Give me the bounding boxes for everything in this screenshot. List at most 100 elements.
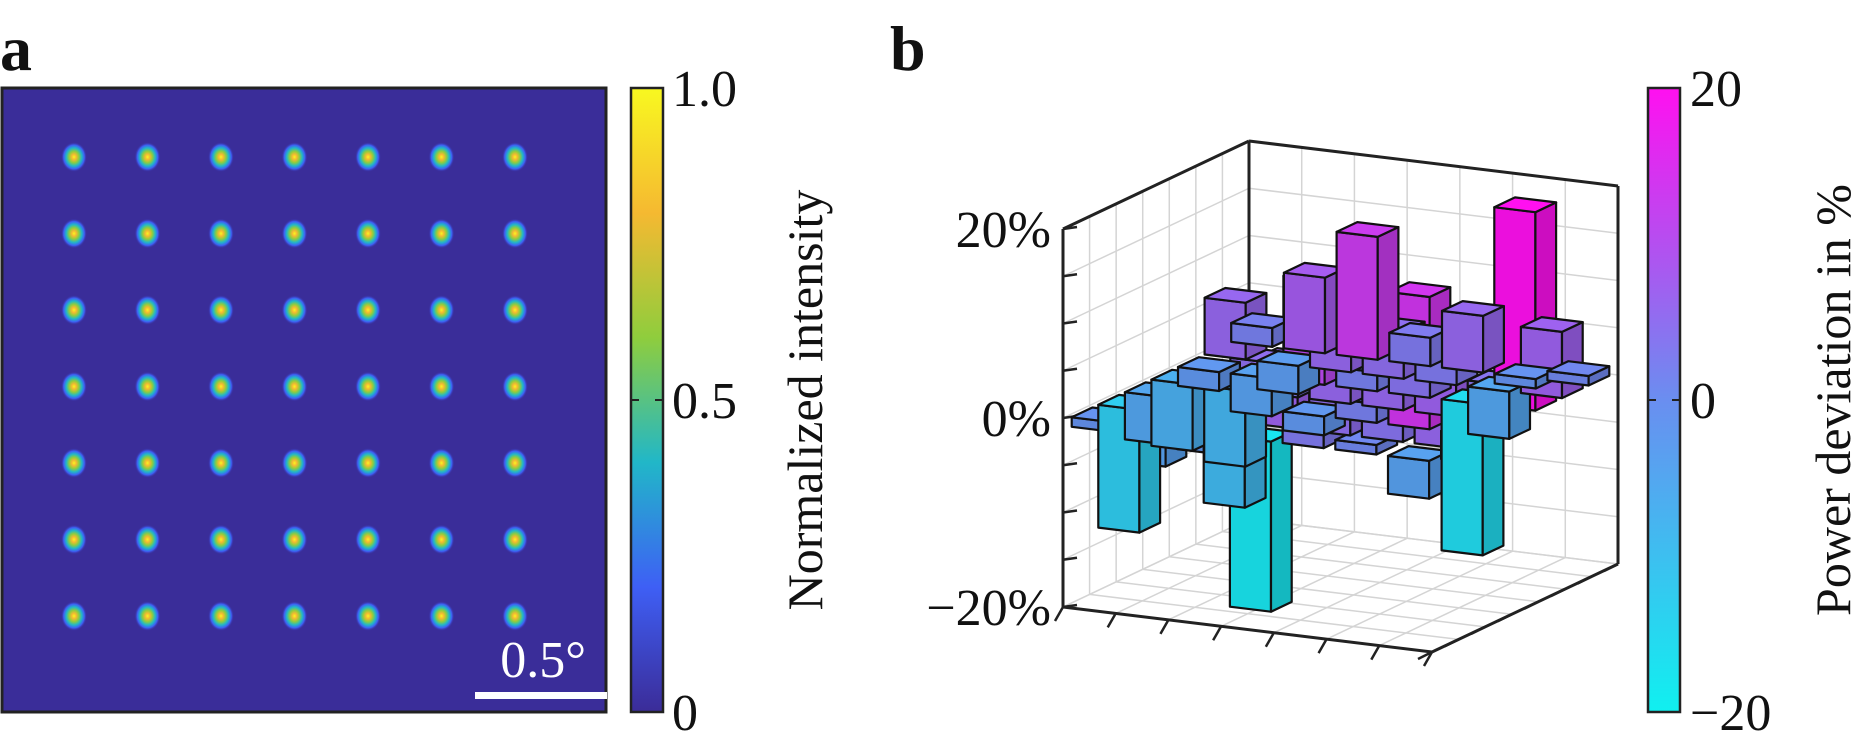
z-axis-tick [1062,556,1078,561]
panel-a: a 0.5° 0 0.5 1.0 Normalized intensity [0,13,833,741]
intensity-spot [134,295,161,325]
intensity-spot [281,142,308,172]
bar3d-axes: −20% 0% 20% [926,139,1620,667]
bar3d-bar-top-face [1440,300,1506,317]
intensity-spot [428,295,455,325]
z-axis-tick-label: 0% [982,391,1051,448]
intensity-spot [61,218,87,249]
bar3d-bar-top-face [1546,360,1611,378]
intensity-spot [208,448,234,478]
floor-axis-tick [1417,650,1433,661]
bar3d-bar-side-face [1560,321,1584,400]
floor-grid-line [1220,537,1408,627]
floor-grid-line [1142,568,1512,616]
scale-bar-label: 0.5° [500,632,586,689]
intensity-spot [502,295,528,325]
axis-frame-line [1062,139,1250,231]
floor-axis-tick [1212,625,1223,641]
deviation-colorbar-tick-label: 20 [1690,61,1742,118]
deviation-colorbar-ticks: −20 0 20 [1648,61,1771,741]
intensity-spot [502,218,528,249]
intensity-spot [428,524,455,555]
back-wall-grid-line [1248,518,1619,565]
floor-grid-line [1089,593,1459,641]
bar3d-bar-top-face [1335,221,1400,238]
intensity-spot [61,142,87,172]
intensity-spot [355,371,381,402]
floor-grid [1062,518,1619,653]
z-axis-tick [1062,603,1078,609]
z-axis-tick-label: 20% [956,202,1051,259]
bar3d-bar-top-face [1519,316,1584,333]
panel-b: b −20% 0% 20% −20 0 20 Power deviation in % [890,13,1861,741]
z-axis-tick [1062,320,1078,325]
intensity-spot [502,448,528,478]
intensity-spot [428,601,455,631]
intensity-spot [208,601,234,631]
deviation-colorbar-tick-label: −20 [1690,685,1771,741]
intensity-spot [355,295,381,325]
bar3d-bar-front-face [1386,454,1431,500]
scale-bar: 0.5° [475,632,607,699]
panel-b-label: b [890,13,926,84]
deviation-colorbar: −20 0 20 Power deviation in % [1646,61,1861,741]
intensity-spot [208,524,234,555]
bar3d-bar-front-face [1282,271,1327,355]
deviation-colorbar-label: Power deviation in % [1805,184,1861,616]
floor-axis-ticks [1053,562,1619,667]
bar3d-bar-side-face [1481,305,1506,374]
intensity-colorbar-tick-label: 1.0 [672,61,737,118]
panel-a-label: a [0,13,32,84]
floor-axis-tick [1444,638,1460,648]
floor-grid-line [1326,550,1513,640]
intensity-spot [61,295,87,325]
bar3d-bar-top-face [1387,281,1452,299]
left-wall-grid-line [1062,518,1250,608]
z-axis-tick [1062,462,1078,467]
bar3d-bar [1230,312,1295,348]
floor-axis-tick [1603,562,1619,573]
floor-axis-tick [1576,575,1592,585]
bar3d-bar [1466,375,1532,440]
z-axis-tick [1062,225,1078,231]
intensity-spot [281,371,308,402]
floor-grid-line [1116,581,1486,628]
intensity-spot [428,142,455,172]
floor-axis-tick [1317,638,1328,654]
z-axis-tick [1062,273,1078,278]
left-wall-grid-line [1062,234,1250,325]
intensity-spot [134,371,161,402]
floor-axis-tick [1422,651,1434,667]
floor-axis-tick [1264,632,1275,648]
bar3d-bar-top-face [1203,286,1268,304]
floor-axis-tick [1053,606,1065,622]
intensity-spot [502,524,528,555]
z-axis-tick-label: −20% [926,580,1051,637]
z-axis-tick [1062,509,1078,514]
intensity-spot [502,142,528,172]
axis-frame-line [1062,605,1433,654]
intensity-spot [208,142,234,172]
bar3d-bars [1070,196,1611,613]
intensity-spot [61,524,87,555]
intensity-spot [134,218,161,249]
intensity-colorbar-label: Normalized intensity [777,190,833,611]
intensity-spot [61,601,87,631]
scale-bar-line [475,692,607,699]
z-axis-ticks: −20% 0% 20% [926,202,1078,637]
bar3d-bar [1386,445,1451,500]
bar3d-bar [1176,356,1242,393]
intensity-colorbar-tick-label: 0.5 [672,373,737,430]
bar3d-bar-side-face [1269,430,1293,613]
intensity-spot [134,524,161,555]
left-wall-grid-line [1062,187,1250,277]
intensity-spot [355,524,381,555]
intensity-spot [134,142,161,172]
intensity-spot [134,448,161,478]
bar3d-bar [1546,360,1611,387]
floor-axis-tick [1106,612,1117,629]
floor-axis-tick [1159,619,1170,635]
intensity-spot [281,295,308,325]
floor-axis-tick [1497,613,1513,623]
